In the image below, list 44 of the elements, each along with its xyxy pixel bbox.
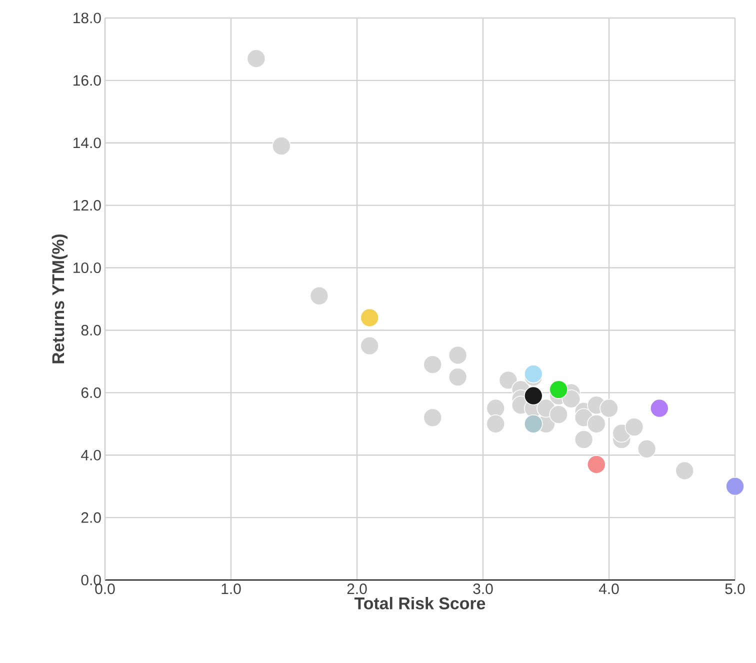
x-tick-label: 0.0 — [95, 584, 115, 594]
point — [624, 418, 644, 436]
y-tick-label: 8.0 — [81, 324, 101, 336]
y-tick-label: 2.0 — [81, 512, 101, 523]
point — [675, 461, 694, 480]
point — [498, 370, 518, 390]
point — [524, 386, 543, 406]
point — [524, 364, 543, 384]
point — [549, 380, 568, 399]
y-tick-label: 6.0 — [81, 387, 101, 398]
y-tick-label: 18.0 — [74, 12, 101, 24]
point — [549, 405, 568, 424]
point — [587, 455, 606, 474]
y-axis-title: Returns YTM(%) — [52, 234, 68, 364]
point — [423, 355, 442, 374]
point — [587, 414, 606, 434]
y-tick-label: 10.0 — [74, 262, 101, 274]
x-axis-title: Total Risk Score — [354, 596, 486, 610]
point — [272, 136, 291, 156]
x-tick-label: 2.0 — [347, 584, 367, 594]
x-tick-label: 3.0 — [473, 584, 493, 594]
y-tick-label: 4.0 — [81, 450, 101, 460]
y-tick-label: 12.0 — [74, 200, 101, 211]
x-tick-label: 4.0 — [598, 584, 619, 594]
point — [246, 49, 266, 68]
point — [448, 346, 468, 365]
point — [486, 414, 506, 434]
point — [600, 398, 618, 418]
x-tick-label: 5.0 — [725, 584, 745, 594]
point — [423, 408, 442, 428]
y-tick-label: 16.0 — [74, 75, 101, 86]
x-tick-label: 1.0 — [222, 584, 241, 594]
point — [637, 439, 656, 458]
point — [726, 476, 744, 496]
point — [310, 286, 329, 306]
point — [524, 414, 543, 434]
point — [650, 398, 669, 418]
y-tick-label: 14.0 — [74, 138, 101, 148]
point — [360, 336, 380, 356]
point — [448, 368, 468, 386]
point — [574, 430, 594, 449]
y-tick-label: 0.0 — [81, 574, 101, 586]
point — [360, 308, 380, 328]
point — [562, 390, 581, 408]
